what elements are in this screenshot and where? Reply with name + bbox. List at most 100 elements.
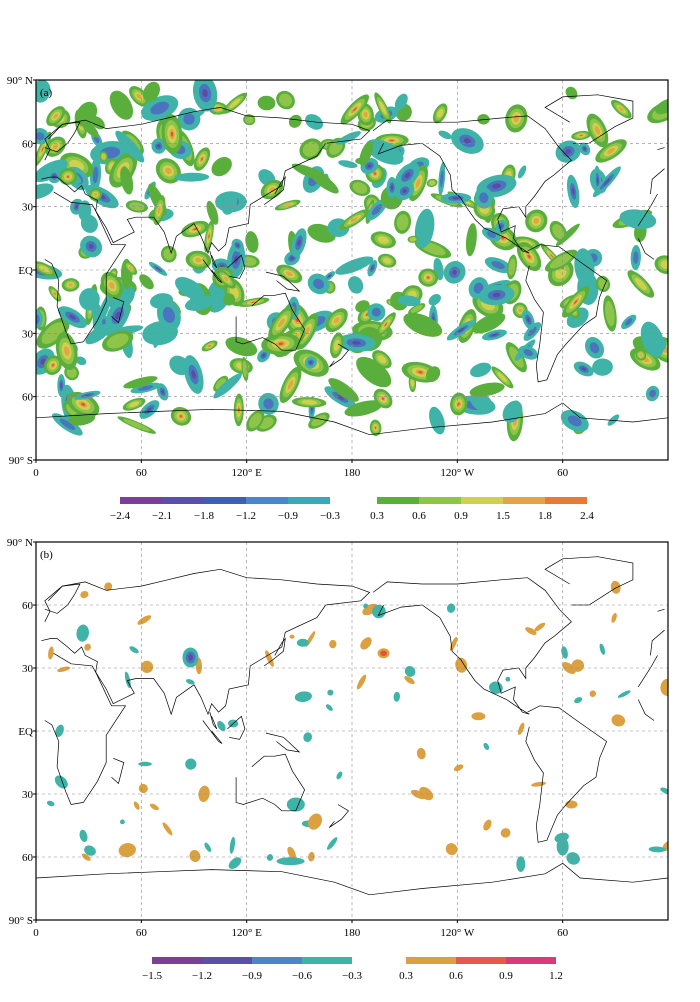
negative-anomaly-patch bbox=[574, 697, 583, 704]
negative-anomaly-patch bbox=[505, 676, 511, 682]
positive-anomaly-patch bbox=[377, 355, 387, 364]
coastlines bbox=[36, 94, 668, 436]
negative-anomaly-patch bbox=[371, 266, 374, 271]
negative-anomaly-patch bbox=[266, 854, 274, 861]
colorbar-swatch bbox=[202, 957, 252, 964]
coastline bbox=[36, 402, 668, 436]
positive-anomaly-patch bbox=[48, 646, 54, 660]
latitude-label: 60 bbox=[22, 600, 34, 612]
longitude-label: 180 bbox=[344, 927, 361, 939]
positive-anomaly-patch bbox=[333, 339, 340, 352]
negative-anomaly-patch bbox=[523, 349, 534, 357]
negative-anomaly-patch bbox=[649, 389, 656, 398]
colorbar-label: 0.9 bbox=[454, 510, 468, 522]
negative-anomaly-patch bbox=[69, 314, 76, 320]
negative-anomaly-patch bbox=[397, 295, 421, 307]
latitude-label: 90° N bbox=[7, 75, 33, 87]
coastline bbox=[227, 254, 246, 279]
positive-anomaly-patch bbox=[356, 356, 392, 388]
negative-anomaly-patch bbox=[527, 317, 530, 322]
positive-anomaly-patch bbox=[410, 789, 427, 800]
positive-anomaly-patch bbox=[302, 141, 319, 157]
positive-anomaly-patch bbox=[418, 370, 423, 374]
negative-anomaly-patch bbox=[567, 415, 582, 427]
negative-anomaly-patch bbox=[470, 362, 492, 378]
colorbar-swatch bbox=[204, 497, 246, 504]
positive-anomaly-patch bbox=[589, 690, 597, 697]
negative-anomaly-patch bbox=[452, 196, 460, 200]
panel-label: (b) bbox=[40, 549, 53, 561]
positive-anomaly-patch bbox=[384, 323, 388, 327]
positive-anomaly-patch bbox=[425, 366, 441, 382]
negative-anomaly-patch bbox=[457, 328, 465, 333]
latitude-label: EQ bbox=[18, 726, 33, 738]
colorbar-label: −0.3 bbox=[320, 510, 340, 522]
negative-anomaly-patch bbox=[565, 149, 571, 155]
positive-anomaly-patch bbox=[363, 111, 368, 118]
positive-anomaly-patch bbox=[533, 218, 540, 224]
negative-anomaly-patch bbox=[276, 857, 305, 866]
positive-anomaly-patch bbox=[265, 650, 274, 667]
positive-anomaly-patch bbox=[39, 265, 50, 273]
positive-anomaly-patch bbox=[618, 106, 624, 112]
negative-anomaly-patch bbox=[184, 295, 215, 311]
positive-anomaly-patch bbox=[311, 414, 327, 427]
positive-anomaly-patch bbox=[120, 166, 134, 195]
positive-anomaly-patch bbox=[416, 747, 426, 760]
negative-anomaly-patch bbox=[150, 101, 169, 115]
positive-anomaly-patch bbox=[128, 266, 133, 270]
negative-anomaly-patch bbox=[336, 394, 344, 400]
negative-anomaly-patch bbox=[78, 288, 100, 311]
colorbar-label: −1.2 bbox=[192, 970, 212, 982]
positive-anomaly-patch bbox=[436, 108, 444, 118]
negative-anomaly-patch bbox=[185, 758, 197, 770]
coastline bbox=[657, 147, 665, 151]
negative-anomaly-patch bbox=[404, 172, 411, 179]
positive-anomaly-patch bbox=[660, 678, 668, 696]
positive-anomaly-patch bbox=[136, 93, 142, 99]
negative-anomaly-patch bbox=[204, 842, 212, 852]
positive-anomaly-patch bbox=[84, 643, 91, 651]
colorbar-label: −1.8 bbox=[194, 510, 214, 522]
positive-anomaly-patch bbox=[403, 312, 443, 337]
positive-anomaly-patch bbox=[215, 378, 226, 390]
negative-anomaly-patch bbox=[54, 775, 68, 789]
colorbar-swatch bbox=[406, 957, 456, 964]
positive-anomaly-patch bbox=[410, 378, 415, 387]
positive-anomaly-patch bbox=[598, 278, 608, 290]
positive-anomaly-patch bbox=[189, 849, 201, 863]
negative-anomaly-patch bbox=[491, 333, 498, 337]
positive-anomaly-patch bbox=[278, 342, 284, 346]
negative-anomaly-patch bbox=[263, 398, 274, 410]
latitude-label: 90° S bbox=[9, 455, 33, 467]
positive-anomaly-patch bbox=[251, 301, 256, 303]
negative-anomaly-patch bbox=[624, 318, 633, 326]
negative-anomaly-patch bbox=[502, 400, 523, 423]
negative-anomaly-patch bbox=[336, 771, 343, 780]
positive-anomaly-patch bbox=[284, 203, 291, 207]
negative-anomaly-patch bbox=[40, 358, 46, 365]
negative-anomaly-patch bbox=[161, 389, 165, 394]
positive-anomaly-patch bbox=[109, 90, 134, 120]
positive-anomaly-patch bbox=[549, 252, 573, 269]
positive-anomaly-patch bbox=[525, 627, 537, 636]
positive-anomaly-patch bbox=[445, 843, 458, 856]
positive-anomaly-patch bbox=[149, 803, 159, 811]
negative-anomaly-patch bbox=[367, 164, 372, 168]
coastline bbox=[41, 568, 371, 716]
negative-anomaly-patch bbox=[297, 239, 301, 246]
positive-anomaly-patch bbox=[242, 360, 248, 378]
negative-anomaly-patch bbox=[365, 139, 404, 165]
coastline bbox=[525, 244, 608, 383]
positive-anomaly-patch bbox=[410, 304, 423, 313]
positive-anomaly-patch bbox=[288, 114, 302, 128]
negative-anomaly-patch bbox=[352, 340, 361, 345]
positive-anomaly-patch bbox=[483, 819, 492, 831]
negative-anomaly-patch bbox=[617, 690, 631, 698]
negative-anomaly-patch bbox=[76, 624, 89, 642]
negative-anomaly-patch bbox=[79, 829, 88, 842]
positive-anomaly-patch bbox=[389, 139, 394, 142]
positive-anomaly-patch bbox=[404, 676, 415, 685]
positive-anomaly-patch bbox=[639, 353, 643, 357]
negative-anomaly-patch bbox=[217, 720, 226, 732]
